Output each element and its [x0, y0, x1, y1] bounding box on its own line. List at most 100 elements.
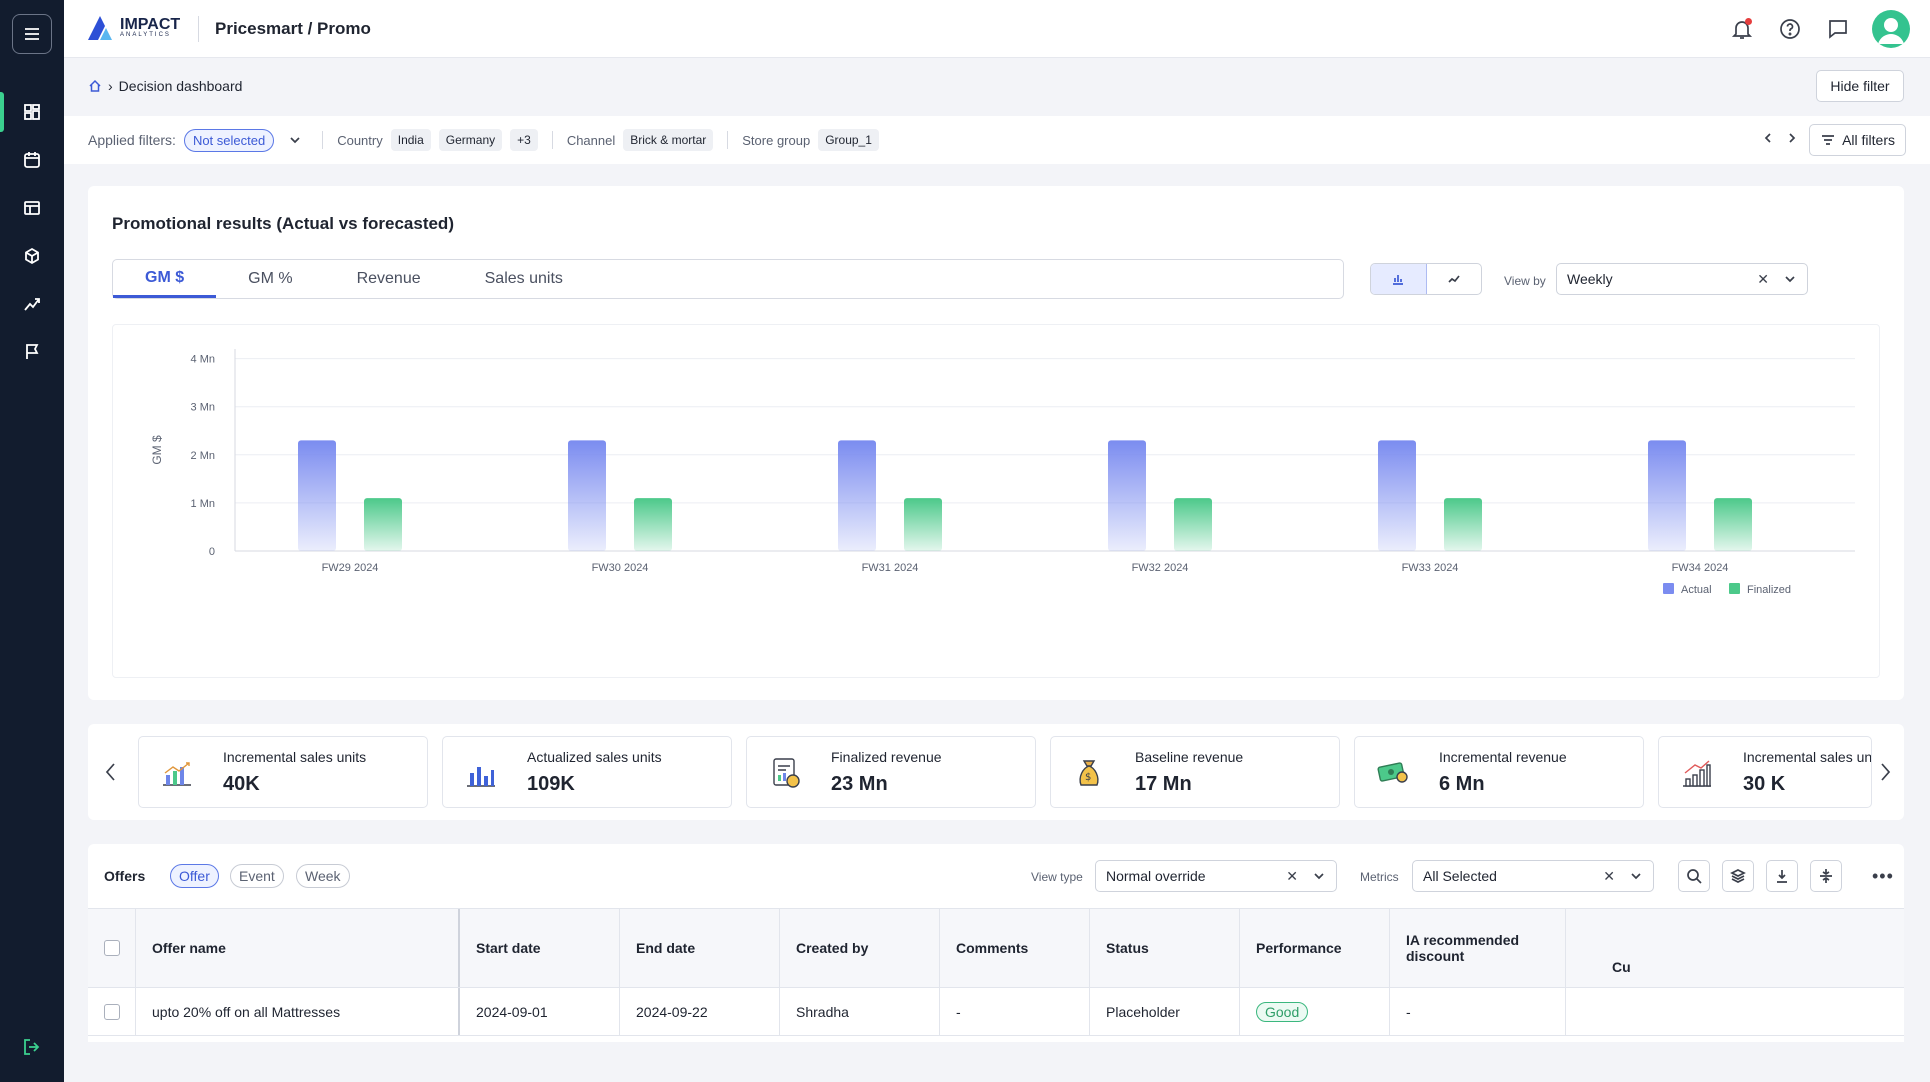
filter-expand-button[interactable]	[282, 127, 308, 153]
view-by-value: Weekly	[1567, 271, 1613, 287]
kpi-card[interactable]: Incremental sales units 40K	[138, 736, 428, 808]
view-by-select[interactable]: Weekly ✕	[1556, 263, 1808, 295]
left-rail	[0, 0, 64, 1082]
help-icon	[1780, 19, 1800, 39]
col-comments[interactable]: Comments	[940, 909, 1090, 987]
country-chip-more[interactable]: +3	[510, 129, 538, 151]
rail-item-dashboard[interactable]	[0, 88, 64, 136]
channel-chip[interactable]: Brick & mortar	[623, 129, 714, 151]
col-offer-name[interactable]: Offer name	[136, 909, 460, 987]
clear-icon[interactable]: ✕	[1757, 270, 1769, 287]
chevron-right-icon	[1881, 763, 1891, 781]
kpi-label: Actualized sales units	[527, 749, 662, 765]
segment-event[interactable]: Event	[230, 864, 284, 888]
view-type-select[interactable]: Normal override ✕	[1095, 860, 1337, 892]
chat-button[interactable]	[1824, 15, 1852, 43]
rail-item-flag[interactable]	[0, 328, 64, 376]
kpi-card[interactable]: $ Baseline revenue 17 Mn	[1050, 736, 1340, 808]
col-created-by[interactable]: Created by	[780, 909, 940, 987]
bar-finalized	[1444, 498, 1482, 551]
segment-offer[interactable]: Offer	[170, 864, 219, 888]
line-chart-toggle[interactable]	[1427, 264, 1482, 294]
kpi-value: 40K	[223, 773, 260, 795]
search-button[interactable]	[1678, 860, 1710, 892]
hide-filter-button[interactable]: Hide filter	[1816, 70, 1904, 102]
revenue-report-icon	[773, 758, 800, 788]
filter-scroll-left[interactable]	[1761, 131, 1775, 149]
product-icon	[25, 247, 39, 265]
kpi-card[interactable]: Incremental sales units 30 K	[1658, 736, 1872, 808]
tab-gm-dollar[interactable]: GM $	[113, 260, 217, 298]
col-cu[interactable]: Cu	[1612, 959, 1631, 975]
all-filters-button[interactable]: All filters	[1809, 124, 1906, 156]
top-header: IMPACT ANALYTICS Pricesmart / Promo	[64, 0, 1930, 58]
col-ia-discount[interactable]: IA recommended discount	[1390, 909, 1566, 987]
select-all-cell	[88, 909, 136, 987]
country-chip-germany[interactable]: Germany	[438, 129, 503, 151]
layers-button[interactable]	[1722, 860, 1754, 892]
y-tick-label: 4 Mn	[191, 354, 215, 366]
kpi-card[interactable]: Incremental revenue 6 Mn	[1354, 736, 1644, 808]
cell-end-date: 2024-09-22	[620, 988, 780, 1035]
filter-divider	[551, 131, 553, 149]
rail-item-analytics[interactable]	[0, 280, 64, 328]
cell-status: Placeholder	[1090, 988, 1240, 1035]
kpi-scroll-left[interactable]	[100, 758, 122, 786]
cell-ia-discount: -	[1390, 988, 1566, 1035]
kpi-scroll-right[interactable]	[1874, 758, 1896, 786]
table-row[interactable]: upto 20% off on all Mattresses 2024-09-0…	[88, 988, 1904, 1036]
rail-item-workbench[interactable]	[0, 184, 64, 232]
performance-badge: Good	[1256, 1001, 1309, 1022]
x-tick-label: FW34 2024	[1672, 562, 1729, 574]
col-end-date[interactable]: End date	[620, 909, 780, 987]
tab-revenue[interactable]: Revenue	[356, 270, 421, 287]
store-group-chip[interactable]: Group_1	[818, 129, 879, 151]
user-icon	[1878, 18, 1904, 44]
metrics-select[interactable]: All Selected ✕	[1412, 860, 1654, 892]
line-chart-icon	[1448, 275, 1460, 283]
cell-start-date: 2024-09-01	[460, 988, 620, 1035]
tab-gm-percent[interactable]: GM %	[248, 270, 293, 287]
metrics-value: All Selected	[1423, 868, 1497, 884]
y-axis-label: GM $	[150, 435, 164, 465]
row-checkbox[interactable]	[104, 1003, 120, 1020]
tab-sales-units[interactable]: Sales units	[484, 270, 563, 287]
not-selected-pill[interactable]: Not selected	[183, 128, 275, 152]
clear-icon[interactable]: ✕	[1603, 867, 1615, 884]
view-type-label: View type	[1031, 870, 1083, 884]
rail-item-product[interactable]	[0, 232, 64, 280]
bar-actual	[1648, 440, 1686, 551]
col-status[interactable]: Status	[1090, 909, 1240, 987]
col-performance[interactable]: Performance	[1240, 909, 1390, 987]
filter-scroll-right[interactable]	[1785, 131, 1799, 149]
column-settings-button[interactable]	[1810, 860, 1842, 892]
chart-area: 0 1 Mn 2 Mn 3 Mn 4 Mn GM $ FW29 2024 FW30 2024 F…	[112, 324, 1880, 678]
app-title: Pricesmart / Promo	[215, 19, 371, 38]
rising-bars-icon	[1683, 760, 1711, 787]
company-logo[interactable]: IMPACT ANALYTICS	[86, 14, 180, 42]
help-button[interactable]	[1776, 15, 1804, 43]
notifications-button[interactable]	[1728, 15, 1756, 43]
country-chip-india[interactable]: India	[390, 129, 431, 151]
rail-item-calendar[interactable]	[0, 136, 64, 184]
download-button[interactable]	[1766, 860, 1798, 892]
bar-chart-toggle[interactable]	[1371, 264, 1427, 294]
cash-icon	[1377, 762, 1408, 783]
breadcrumb-separator: ›	[108, 78, 113, 94]
clear-icon[interactable]: ✕	[1286, 867, 1298, 884]
user-avatar[interactable]	[1872, 10, 1910, 48]
col-start-date[interactable]: Start date	[460, 909, 620, 987]
rail-item-logout[interactable]	[0, 1023, 64, 1071]
cell-offer-name[interactable]: upto 20% off on all Mattresses	[136, 988, 460, 1035]
workbench-icon	[24, 201, 40, 215]
select-all-checkbox[interactable]	[104, 940, 120, 956]
menu-button[interactable]	[12, 14, 52, 54]
table-header: Offer name Start date End date Created b…	[88, 908, 1904, 988]
more-options-icon[interactable]: •••	[1872, 866, 1894, 886]
kpi-card[interactable]: Finalized revenue 23 Mn	[746, 736, 1036, 808]
segment-week[interactable]: Week	[296, 864, 350, 888]
kpi-card[interactable]: Actualized sales units 109K	[442, 736, 732, 808]
legend-label: Finalized	[1747, 584, 1791, 596]
home-icon[interactable]	[88, 79, 102, 93]
chevron-left-icon	[105, 763, 115, 781]
